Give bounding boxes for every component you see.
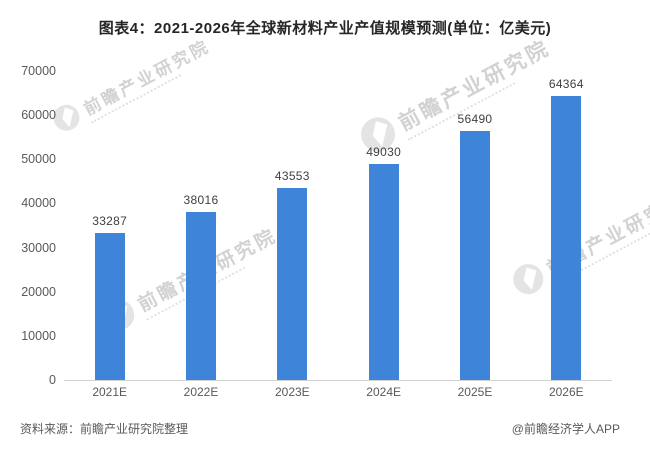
y-axis-tick: 60000	[21, 108, 56, 123]
plot-area: 33287 38016 43553 49030 56490 64364	[64, 71, 612, 381]
x-axis-label: 2024E	[366, 385, 401, 399]
bar-column: 43553	[247, 169, 338, 380]
bar	[368, 164, 399, 380]
bar-column: 64364	[521, 77, 612, 380]
bar-column: 33287	[64, 214, 155, 380]
footer: 资料来源：前瞻产业研究院整理 @前瞻经济学人APP	[20, 420, 620, 437]
bar-value-label: 38016	[183, 193, 219, 207]
bar-column: 56490	[429, 112, 520, 380]
bar	[185, 212, 216, 380]
bar-value-label: 49030	[366, 145, 402, 159]
bar	[277, 188, 308, 380]
y-axis-tick: 10000	[21, 328, 56, 343]
attribution-note: @前瞻经济学人APP	[511, 422, 620, 436]
bar	[459, 131, 490, 380]
x-axis-label: 2026E	[548, 385, 584, 399]
y-axis: 0 10000 20000 30000 40000 50000 60000 70000	[0, 64, 56, 387]
bar	[94, 233, 125, 380]
y-axis-tick: 30000	[21, 240, 56, 255]
x-axis-label: 2022E	[183, 385, 219, 399]
y-axis-tick: 0	[49, 373, 56, 387]
y-axis-tick: 70000	[21, 64, 56, 78]
bar-value-label: 33287	[92, 214, 128, 228]
x-axis-label: 2025E	[457, 385, 493, 399]
bar	[551, 96, 582, 380]
source-note: 资料来源：前瞻产业研究院整理	[20, 422, 189, 436]
bar-column: 38016	[155, 193, 246, 380]
x-axis: 2021E 2022E 2023E 2024E 2025E 2026E	[64, 385, 612, 399]
bar-column: 49030	[338, 145, 429, 380]
x-axis-label: 2023E	[274, 385, 310, 399]
bar-value-label: 56490	[457, 112, 493, 126]
y-axis-tick: 20000	[21, 284, 56, 299]
y-axis-tick: 50000	[21, 152, 56, 167]
bar-value-label: 43553	[274, 169, 310, 183]
x-axis-label: 2021E	[92, 385, 128, 399]
y-axis-tick: 40000	[21, 196, 56, 211]
bar-value-label: 64364	[548, 77, 584, 91]
chart-title: 图表4：2021-2026年全球新材料产业产值规模预测(单位：亿美元)	[98, 20, 552, 37]
